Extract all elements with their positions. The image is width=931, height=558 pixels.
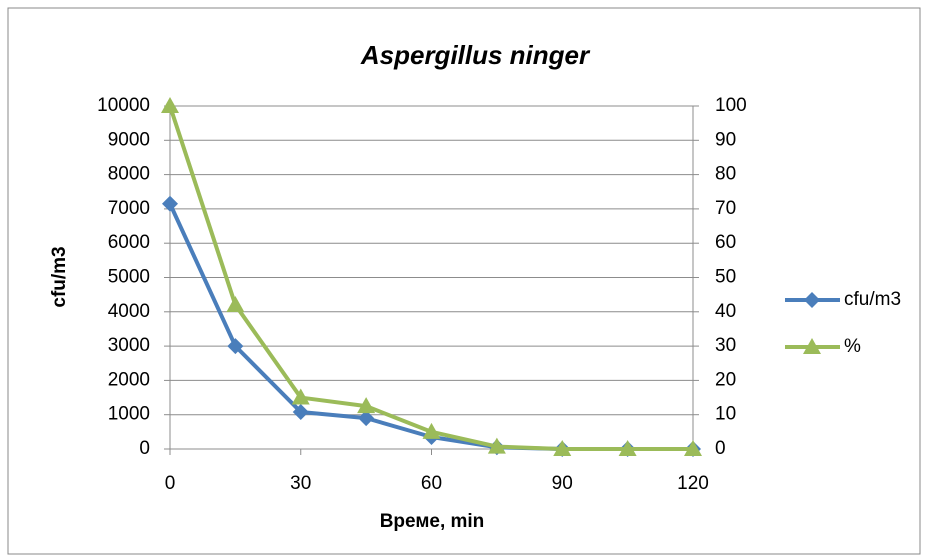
- y2-tick-label: 90: [715, 129, 736, 150]
- y2-tick-label: 60: [715, 232, 736, 253]
- y2-tick-label: 70: [715, 198, 736, 219]
- y-tick-label: 8000: [108, 164, 150, 185]
- x-tick-label: 0: [165, 473, 176, 494]
- y-tick-label: 9000: [108, 129, 150, 150]
- y-tick-label: 7000: [108, 198, 150, 219]
- legend-marker: [804, 292, 820, 308]
- marker: [291, 388, 310, 405]
- x-tick-label: 30: [290, 473, 311, 494]
- y2-tick-label: 50: [715, 267, 736, 288]
- x-tick-label: 120: [677, 473, 709, 494]
- y2-tick-label: 100: [715, 95, 747, 116]
- chart-title: Aspergillus ninger: [360, 40, 591, 70]
- y-tick-label: 2000: [108, 369, 150, 390]
- y-tick-label: 6000: [108, 232, 150, 253]
- y-tick-label: 5000: [108, 267, 150, 288]
- y-tick-label: 4000: [108, 301, 150, 322]
- legend-marker: [803, 338, 821, 354]
- y-tick-label: 0: [139, 438, 150, 459]
- marker: [292, 403, 309, 420]
- y2-tick-label: 10: [715, 404, 736, 425]
- legend-label: %: [844, 336, 861, 357]
- x-tick-label: 60: [421, 473, 442, 494]
- y2-tick-label: 40: [715, 301, 736, 322]
- legend-label: cfu/m3: [844, 289, 901, 310]
- x-tick-label: 90: [552, 473, 573, 494]
- x-axis-label: Време, min: [380, 511, 485, 532]
- marker: [357, 397, 376, 414]
- marker: [422, 422, 441, 439]
- marker: [553, 440, 572, 456]
- marker: [162, 195, 178, 212]
- marker: [358, 410, 375, 427]
- marker: [161, 97, 179, 113]
- y-tick-label: 1000: [108, 404, 150, 425]
- y2-tick-label: 0: [715, 438, 726, 459]
- marker: [487, 437, 506, 454]
- y-tick-label: 10000: [97, 95, 150, 116]
- marker: [226, 295, 245, 312]
- marker: [227, 338, 244, 355]
- chart-border: [7, 7, 921, 555]
- y2-tick-label: 30: [715, 335, 736, 356]
- y-tick-label: 3000: [108, 335, 150, 356]
- y2-tick-label: 80: [715, 164, 736, 185]
- y-axis-label: cfu/m3: [49, 246, 70, 307]
- marker: [684, 440, 702, 456]
- marker: [618, 440, 637, 456]
- y2-tick-label: 20: [715, 369, 736, 390]
